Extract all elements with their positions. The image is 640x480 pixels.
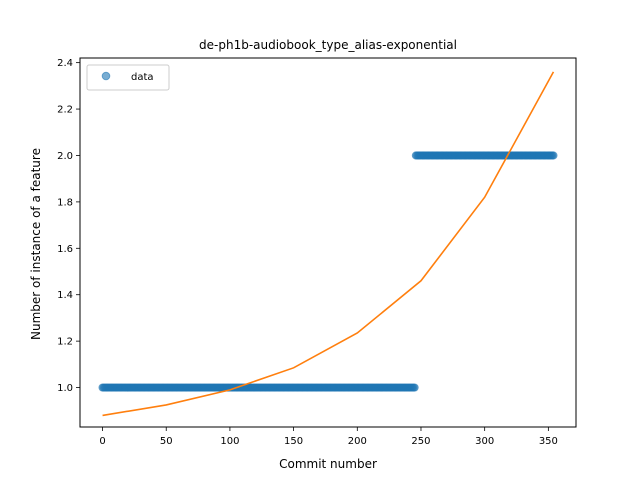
data-point [550, 152, 557, 159]
x-tick-label: 250 [411, 436, 430, 447]
y-tick-label: 1.8 [57, 197, 73, 208]
x-tick-label: 50 [160, 436, 173, 447]
x-tick-label: 0 [99, 436, 105, 447]
x-tick-label: 300 [475, 436, 494, 447]
y-tick-label: 2.0 [57, 151, 73, 162]
x-axis-label: Commit number [279, 457, 377, 471]
y-tick-label: 2.2 [57, 105, 73, 116]
chart-title: de-ph1b-audiobook_type_alias-exponential [199, 38, 457, 52]
y-tick-label: 1.0 [57, 383, 73, 394]
legend-box [87, 65, 169, 90]
y-tick-label: 1.6 [57, 244, 73, 255]
y-tick-label: 1.2 [57, 337, 73, 348]
x-tick-label: 150 [284, 436, 303, 447]
legend: data [87, 65, 169, 90]
x-tick-label: 200 [348, 436, 367, 447]
data-point [411, 384, 418, 391]
x-tick-label: 100 [220, 436, 239, 447]
legend-marker-icon [102, 72, 110, 80]
x-tick-label: 350 [539, 436, 558, 447]
y-tick-label: 2.4 [57, 58, 73, 69]
y-axis-label: Number of instance of a feature [29, 148, 43, 340]
y-tick-label: 1.4 [57, 290, 73, 301]
legend-entry-data: data [131, 72, 154, 83]
